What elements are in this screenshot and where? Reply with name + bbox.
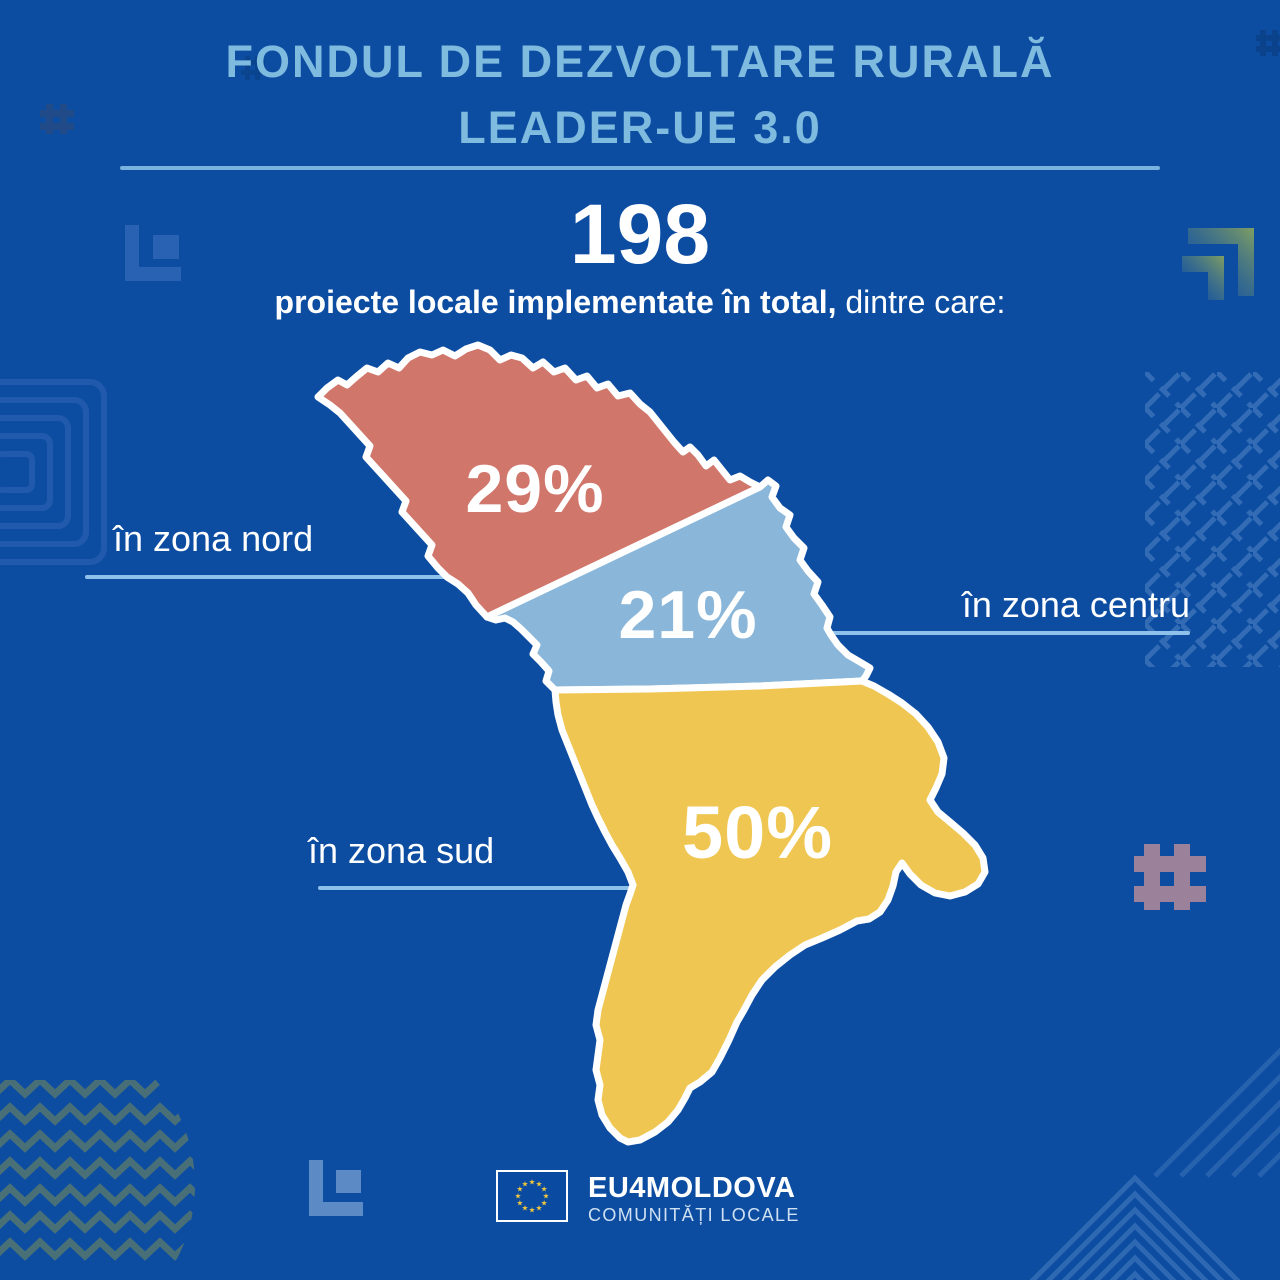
total-projects-number: 198 — [569, 187, 711, 281]
leader-line-sud — [318, 886, 643, 890]
gradient-bracket-icon — [1182, 228, 1254, 300]
svg-text:★: ★ — [529, 1206, 536, 1215]
hash-pattern-icon — [40, 104, 74, 134]
svg-text:★: ★ — [536, 1204, 543, 1213]
leader-line-nord — [85, 575, 455, 579]
mini-hash-icon — [241, 56, 265, 80]
region-center — [483, 476, 874, 694]
svg-text:★: ★ — [529, 1178, 536, 1187]
svg-text:★: ★ — [517, 1185, 524, 1194]
svg-text:★: ★ — [522, 1179, 529, 1188]
caption-bold: proiecte locale implementate în total, — [274, 284, 837, 320]
concentric-squares-pattern — [0, 379, 107, 565]
pct-label-centru: 21% — [618, 577, 758, 653]
eu-flag-icon: ★ ★★ ★★★ ★★★ ★★★ — [496, 1170, 568, 1222]
pct-label-nord: 29% — [465, 451, 605, 527]
page-title-line1: FONDUL DE DEZVOLTARE RURALĂ — [225, 36, 1055, 87]
title-underline — [120, 166, 1160, 170]
svg-text:★: ★ — [541, 1199, 548, 1208]
svg-text:★: ★ — [541, 1185, 548, 1194]
zone-label-centru: în zona centru — [961, 584, 1190, 625]
lattice-pattern — [1145, 372, 1280, 667]
bracket-glyph-icon-2 — [309, 1160, 363, 1216]
leader-line-centru — [820, 631, 1190, 635]
svg-text:★: ★ — [515, 1192, 522, 1201]
total-projects-caption: proiecte locale implementate în total, d… — [0, 284, 1280, 321]
zigzag-pattern — [0, 1080, 260, 1280]
region-south — [551, 677, 989, 1146]
zone-label-nord: în zona nord — [113, 518, 314, 559]
svg-text:★: ★ — [517, 1199, 524, 1208]
zone-label-sud: în zona sud — [308, 830, 495, 871]
program-subname: COMUNITĂȚI LOCALE — [588, 1205, 800, 1225]
program-name: EU4MOLDOVA — [588, 1172, 796, 1204]
caption-rest: dintre care: — [836, 284, 1006, 320]
chevron-pattern — [980, 1047, 1280, 1280]
bracket-glyph-icon — [125, 225, 181, 281]
region-north — [314, 341, 764, 621]
pct-label-sud: 50% — [681, 791, 834, 874]
eu-stars: ★ ★★ ★★★ ★★★ ★★★ — [515, 1178, 550, 1215]
pink-hash-icon — [1134, 844, 1206, 910]
page-title-line2: LEADER-UE 3.0 — [458, 102, 822, 153]
svg-text:★: ★ — [543, 1192, 550, 1201]
corner-tick-icon — [1256, 30, 1280, 56]
svg-text:★: ★ — [536, 1179, 543, 1188]
moldova-map — [314, 341, 989, 1146]
svg-text:★: ★ — [522, 1204, 529, 1213]
